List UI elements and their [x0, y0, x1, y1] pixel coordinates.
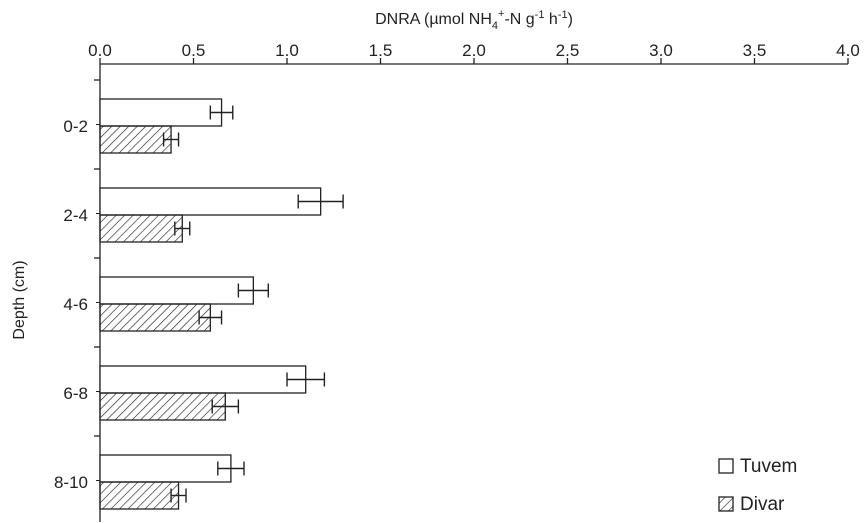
- bar-divar-8-10: [99, 481, 180, 510]
- bar-tuvem-6-8: [99, 365, 307, 394]
- bar-tuvem-0-2: [99, 98, 223, 127]
- legend-swatch-tuvem: [718, 458, 734, 474]
- bar-tuvem-4-6: [99, 276, 254, 305]
- x-tick-label: 1.5: [369, 41, 393, 60]
- x-tick-label: 3.5: [743, 41, 767, 60]
- x-tick-label: 2.5: [556, 41, 580, 60]
- y-axis: 0-2 2-4 4-6 6-8 8-10: [54, 64, 101, 522]
- x-tick-label: 4.0: [836, 41, 860, 60]
- bar-divar-0-2: [99, 125, 172, 154]
- y-tick-label: 4-6: [63, 295, 88, 314]
- bar-divar-4-6: [99, 303, 211, 332]
- bar-divar-2-4: [99, 214, 183, 243]
- y-axis-title: Depth (cm): [11, 260, 28, 339]
- legend-swatch-divar: [718, 496, 734, 512]
- bars: [99, 98, 344, 510]
- bar-tuvem-8-10: [99, 454, 232, 483]
- y-tick-label: 6-8: [63, 384, 88, 403]
- legend-label-tuvem: Tuvem: [740, 456, 797, 477]
- legend-label-divar: Divar: [740, 494, 785, 515]
- bar-divar-6-8: [99, 392, 226, 421]
- y-tick-label: 8-10: [54, 473, 88, 492]
- y-tick-label: 2-4: [63, 206, 88, 225]
- x-tick-label: 1.0: [275, 41, 299, 60]
- bar-tuvem-2-4: [99, 187, 322, 216]
- x-axis-title: DNRA (µmol NH4+-N g-1 h-1): [375, 8, 573, 32]
- x-tick-label: 0.5: [182, 41, 206, 60]
- y-tick-label: 0-2: [63, 117, 88, 136]
- x-axis: 0.0 0.5 1.0 1.5 2.0 2.5 3.0 3.5 4.0: [88, 41, 860, 65]
- x-tick-label: 2.0: [462, 41, 486, 60]
- x-tick-label: 0.0: [88, 41, 112, 60]
- x-tick-label: 3.0: [649, 41, 673, 60]
- legend: Tuvem Divar: [718, 456, 797, 515]
